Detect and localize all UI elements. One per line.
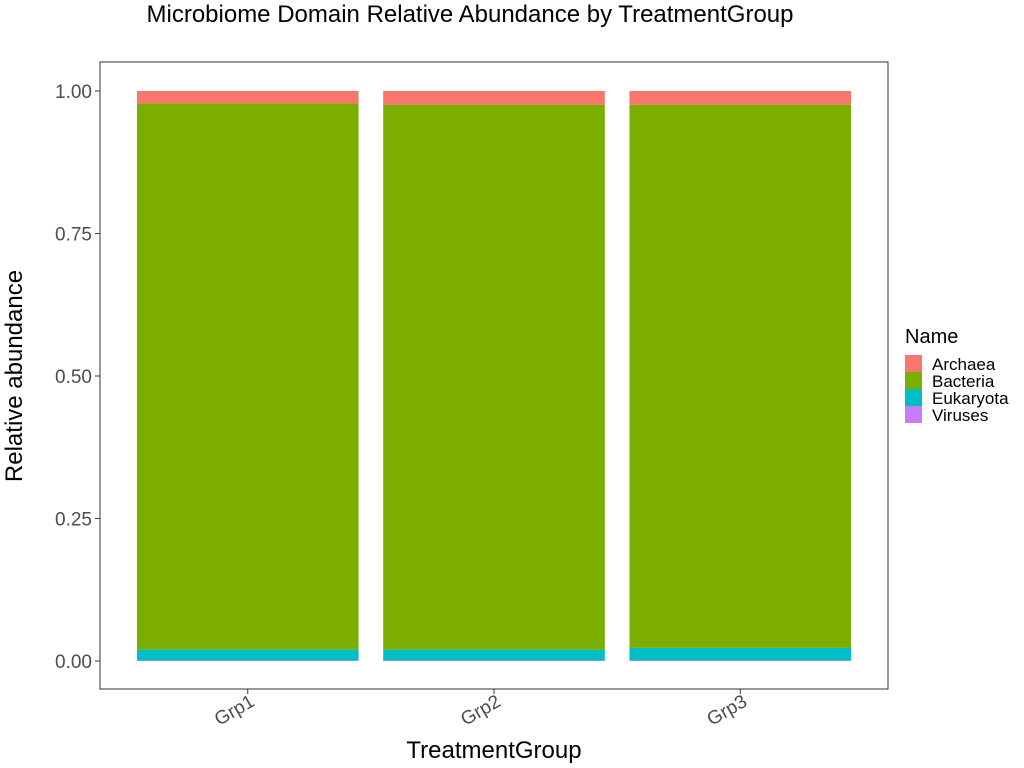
x-axis: Grp1 Grp2 Grp3: [211, 689, 751, 730]
chart-title: Microbiome Domain Relative Abundance by …: [147, 1, 794, 28]
legend-swatch-bacteria: [905, 372, 922, 389]
bar-segment-eukaryota-grp1: [136, 649, 359, 661]
bar-segment-viruses-grp1: [136, 660, 359, 661]
legend-label-viruses: Viruses: [932, 406, 988, 425]
y-tick-label: 0.25: [55, 510, 92, 531]
y-tick-label: 0.50: [55, 367, 92, 388]
legend-swatch-eukaryota: [905, 389, 922, 406]
legend-label-archaea: Archaea: [932, 355, 996, 374]
plot-area: 0.00 0.25 0.50 0.75 1.00 Grp1 Grp2 Grp3: [55, 61, 889, 730]
y-axis-title: Relative abundance: [1, 270, 28, 482]
bar-segment-viruses-grp3: [629, 660, 852, 661]
legend-swatch-viruses: [905, 406, 922, 423]
y-axis: 0.00 0.25 0.50 0.75 1.00: [55, 82, 100, 673]
x-axis-title: TreatmentGroup: [406, 737, 581, 764]
bar-segment-bacteria-grp1: [136, 103, 359, 650]
bar-segment-eukaryota-grp3: [629, 647, 852, 661]
legend-swatch-archaea: [905, 355, 922, 372]
x-tick-label: Grp1: [211, 691, 258, 730]
bar-segment-archaea-grp3: [629, 91, 852, 105]
legend-label-eukaryota: Eukaryota: [932, 389, 1009, 408]
legend-title: Name: [905, 326, 958, 348]
y-tick-label: 1.00: [55, 82, 92, 103]
bars-group: [136, 91, 852, 661]
bar-segment-eukaryota-grp2: [383, 649, 605, 661]
bar-segment-bacteria-grp2: [383, 104, 605, 650]
bar-segment-archaea-grp1: [136, 91, 359, 104]
x-tick-label: Grp2: [457, 691, 504, 730]
bar-segment-archaea-grp2: [383, 91, 605, 105]
y-tick-label: 0.00: [55, 652, 92, 673]
y-tick-label: 0.75: [55, 225, 92, 246]
bar-segment-bacteria-grp3: [629, 104, 852, 648]
x-tick-label: Grp3: [704, 691, 751, 730]
bar-segment-viruses-grp2: [383, 660, 605, 661]
legend-label-bacteria: Bacteria: [932, 372, 995, 391]
